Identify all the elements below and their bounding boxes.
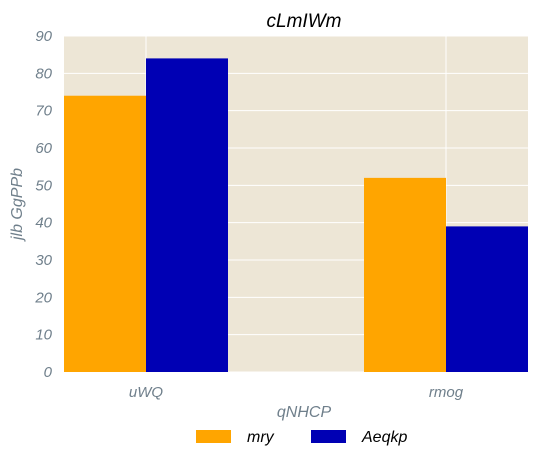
y-tick-label: 80 [35,65,52,82]
bars [64,58,528,373]
legend-swatch [311,430,346,443]
x-axis-label: qNHCP [277,404,332,421]
bar-mry-uWQ [64,95,146,372]
x-tick-label: rmog [429,384,464,401]
y-tick-label: 30 [35,252,52,269]
y-tick-label: 90 [35,28,52,45]
y-tick-label: 40 [35,215,52,232]
y-axis-label: jlb GgPPb [9,168,26,242]
x-axis-ticks: uWQ rmog [129,384,464,401]
bar-Aeqkp-uWQ [146,58,228,373]
y-tick-label: 20 [34,289,52,306]
x-tick-label: uWQ [129,384,164,401]
bar-Aeqkp-rmog [446,226,528,372]
legend-label: mry [247,429,275,446]
legend: mry Aeqkp [196,429,407,446]
y-tick-label: 60 [35,140,52,157]
legend-swatch [196,430,231,443]
y-tick-label: 50 [35,177,52,194]
y-tick-label: 10 [35,327,52,344]
legend-label: Aeqkp [361,429,407,446]
bar-mry-rmog [364,177,446,372]
y-tick-label: 70 [35,103,52,120]
y-tick-label: 0 [44,364,53,381]
chart-title: cLmIWm [267,11,342,32]
y-axis-ticks: 0 10 20 30 40 50 60 70 80 90 [34,28,52,381]
